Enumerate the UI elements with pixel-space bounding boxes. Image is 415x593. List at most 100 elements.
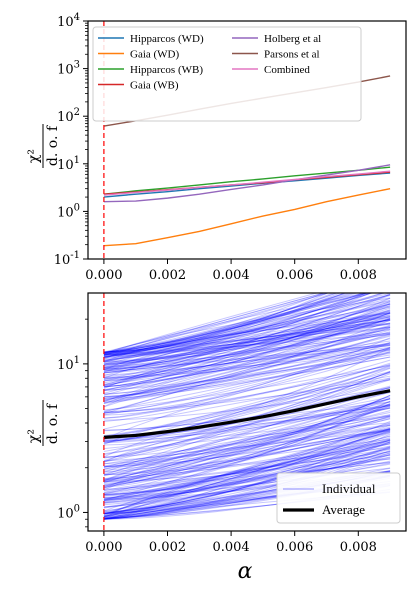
individual-line — [103, 417, 391, 495]
individual-line — [103, 430, 391, 502]
individual-line — [103, 293, 384, 376]
individual-line — [103, 335, 391, 404]
individual-line — [103, 415, 391, 501]
individual-line — [103, 453, 391, 520]
individual-line — [103, 443, 391, 491]
individual-line — [103, 310, 391, 356]
individual-line — [103, 342, 391, 419]
individual-line — [103, 373, 391, 459]
individual-line — [103, 439, 391, 513]
individual-line — [103, 293, 391, 370]
individual-line — [103, 397, 391, 484]
individual-line — [103, 462, 391, 508]
individual-line — [103, 331, 391, 401]
individual-line — [103, 317, 391, 366]
individual-line — [103, 429, 391, 495]
individual-line — [103, 293, 367, 355]
individual-line — [103, 307, 391, 363]
individual-line — [103, 404, 391, 442]
individual-line — [103, 312, 391, 388]
individual-line — [103, 312, 391, 358]
individual-line — [103, 400, 391, 496]
individual-line — [103, 318, 391, 382]
individual-line — [103, 441, 391, 520]
top-ytick-label: 104 — [57, 12, 80, 30]
individual-line — [103, 379, 391, 438]
legend-label: Holberg et al — [264, 33, 321, 45]
individual-line — [103, 293, 350, 353]
individual-line — [103, 342, 391, 386]
individual-line — [103, 305, 391, 388]
individual-line — [103, 395, 391, 481]
individual-line — [103, 303, 391, 372]
individual-line — [103, 293, 330, 357]
individual-line — [103, 325, 391, 399]
individual-line — [103, 293, 342, 356]
individual-line — [103, 319, 391, 361]
individual-line — [103, 433, 391, 515]
individual-line — [103, 333, 391, 371]
legend-label-average: Average — [322, 502, 365, 517]
top-xtick-label: 0.008 — [340, 268, 377, 283]
individual-line — [103, 319, 391, 398]
individual-line — [103, 427, 391, 520]
top-ylabel-denominator: d. o. f — [45, 124, 61, 166]
top-ytick-label: 10-1 — [54, 250, 80, 268]
top-ytick-label: 101 — [57, 155, 80, 173]
individual-line — [103, 338, 391, 399]
individual-line — [103, 315, 391, 355]
individual-line — [103, 318, 391, 382]
individual-line — [103, 324, 391, 387]
individual-line — [103, 442, 391, 500]
individual-line — [103, 327, 391, 362]
individual-line — [103, 332, 391, 367]
individual-line — [103, 439, 391, 506]
individual-line — [103, 366, 391, 437]
individual-line — [103, 398, 391, 463]
individual-line — [103, 309, 391, 374]
individual-line — [103, 293, 369, 358]
series-line-combined — [103, 170, 391, 196]
individual-line — [103, 448, 391, 483]
individual-line — [103, 448, 391, 503]
individual-line — [103, 428, 391, 471]
individual-line — [103, 440, 391, 489]
individual-line — [103, 319, 391, 359]
individual-line — [103, 293, 346, 355]
individual-line — [103, 312, 391, 391]
individual-line — [103, 416, 391, 465]
individual-line — [103, 329, 391, 401]
individual-line — [103, 379, 391, 473]
individual-line — [103, 347, 391, 416]
individual-line — [103, 445, 391, 514]
individual-line — [103, 301, 391, 389]
individual-line — [103, 458, 391, 492]
individual-line — [103, 316, 391, 373]
individual-line — [103, 293, 347, 370]
individual-line — [103, 458, 391, 495]
individual-line — [103, 443, 391, 479]
top-y-axis-label: χ² d. o. f — [26, 124, 61, 168]
individual-line — [103, 456, 391, 499]
bottom-xtick-label: 0.006 — [276, 540, 313, 555]
bottom-panel: 0.000 0.002 0.004 0.006 0.008 100 101 Individu… — [26, 292, 407, 584]
individual-line — [103, 403, 391, 462]
individual-line — [103, 332, 391, 362]
individual-line — [103, 424, 391, 515]
individual-line — [103, 349, 391, 404]
individual-line — [103, 386, 391, 475]
individual-line — [103, 415, 391, 458]
bottom-xtick-label: 0.004 — [212, 540, 249, 555]
individual-line — [103, 411, 391, 467]
individual-line — [103, 293, 391, 354]
individual-line — [103, 323, 391, 355]
individual-line — [103, 345, 391, 378]
individual-line — [103, 347, 391, 413]
individual-line — [103, 293, 326, 360]
individual-line — [103, 326, 391, 366]
individual-line — [103, 327, 391, 413]
individual-line — [103, 387, 391, 421]
individual-line — [103, 430, 391, 481]
individual-line — [103, 429, 391, 483]
individual-line — [103, 315, 391, 405]
